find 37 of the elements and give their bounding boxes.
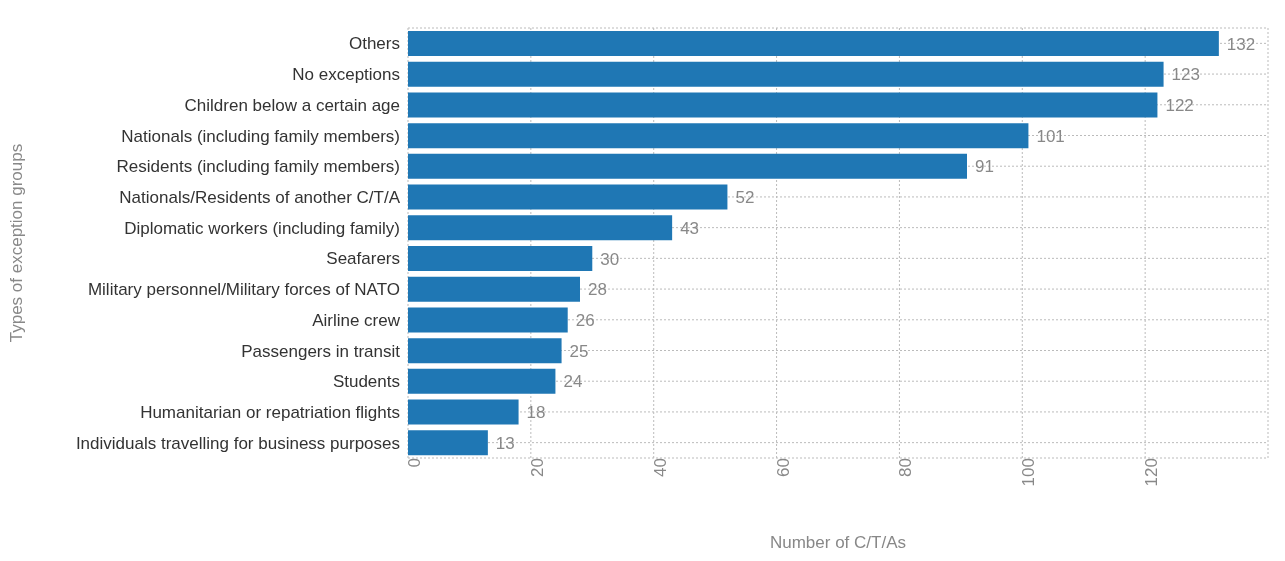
y-tick-label: Children below a certain age (184, 95, 400, 115)
data-label: 132 (1226, 34, 1256, 54)
y-tick-label: Residents (including family members) (116, 157, 400, 177)
data-label: 43 (680, 218, 700, 238)
y-tick-label: Individuals travelling for business purposes (75, 433, 400, 453)
x-tick-label: 60 (773, 458, 793, 477)
y-tick-label: Military personnel/Military forces of NATO (87, 280, 400, 300)
y-tick-label: Seafarers (326, 249, 400, 269)
x-axis-title: Number of C/T/As (769, 533, 907, 552)
data-label: 28 (588, 280, 607, 300)
y-tick-label: Nationals (including family members) (121, 126, 400, 146)
data-label: 52 (735, 188, 755, 208)
y-tick-label: Others (348, 34, 400, 54)
data-label: 122 (1165, 95, 1194, 115)
x-tick-label: 120 (1142, 458, 1162, 487)
x-tick-label: 0 (405, 458, 425, 468)
y-tick-label: Humanitarian or repatriation flights (140, 402, 400, 422)
x-tick-label: 20 (527, 458, 547, 477)
x-tick-label: 40 (650, 458, 670, 477)
data-label: 18 (526, 403, 546, 423)
x-tick-label: 100 (1019, 458, 1039, 487)
x-tick-label: 80 (896, 458, 916, 477)
data-label: 91 (975, 157, 994, 177)
y-axis-title: Types of exception groups (7, 143, 27, 343)
y-tick-label: Passengers in transit (241, 341, 401, 361)
data-label: 123 (1171, 65, 1200, 85)
data-label: 13 (495, 433, 515, 453)
y-tick-label: Diplomatic workers (including family) (124, 218, 400, 238)
y-tick-label: Airline crew (312, 310, 401, 330)
y-tick-label: Students (332, 372, 400, 392)
y-tick-label: Nationals/Residents of another C/T/A (119, 187, 401, 207)
data-label: 26 (575, 310, 595, 330)
y-tick-label: No exceptions (292, 65, 400, 85)
data-label: 25 (569, 341, 589, 361)
data-label: 30 (600, 249, 620, 269)
data-label: 24 (563, 372, 583, 392)
data-label: 101 (1036, 126, 1065, 146)
